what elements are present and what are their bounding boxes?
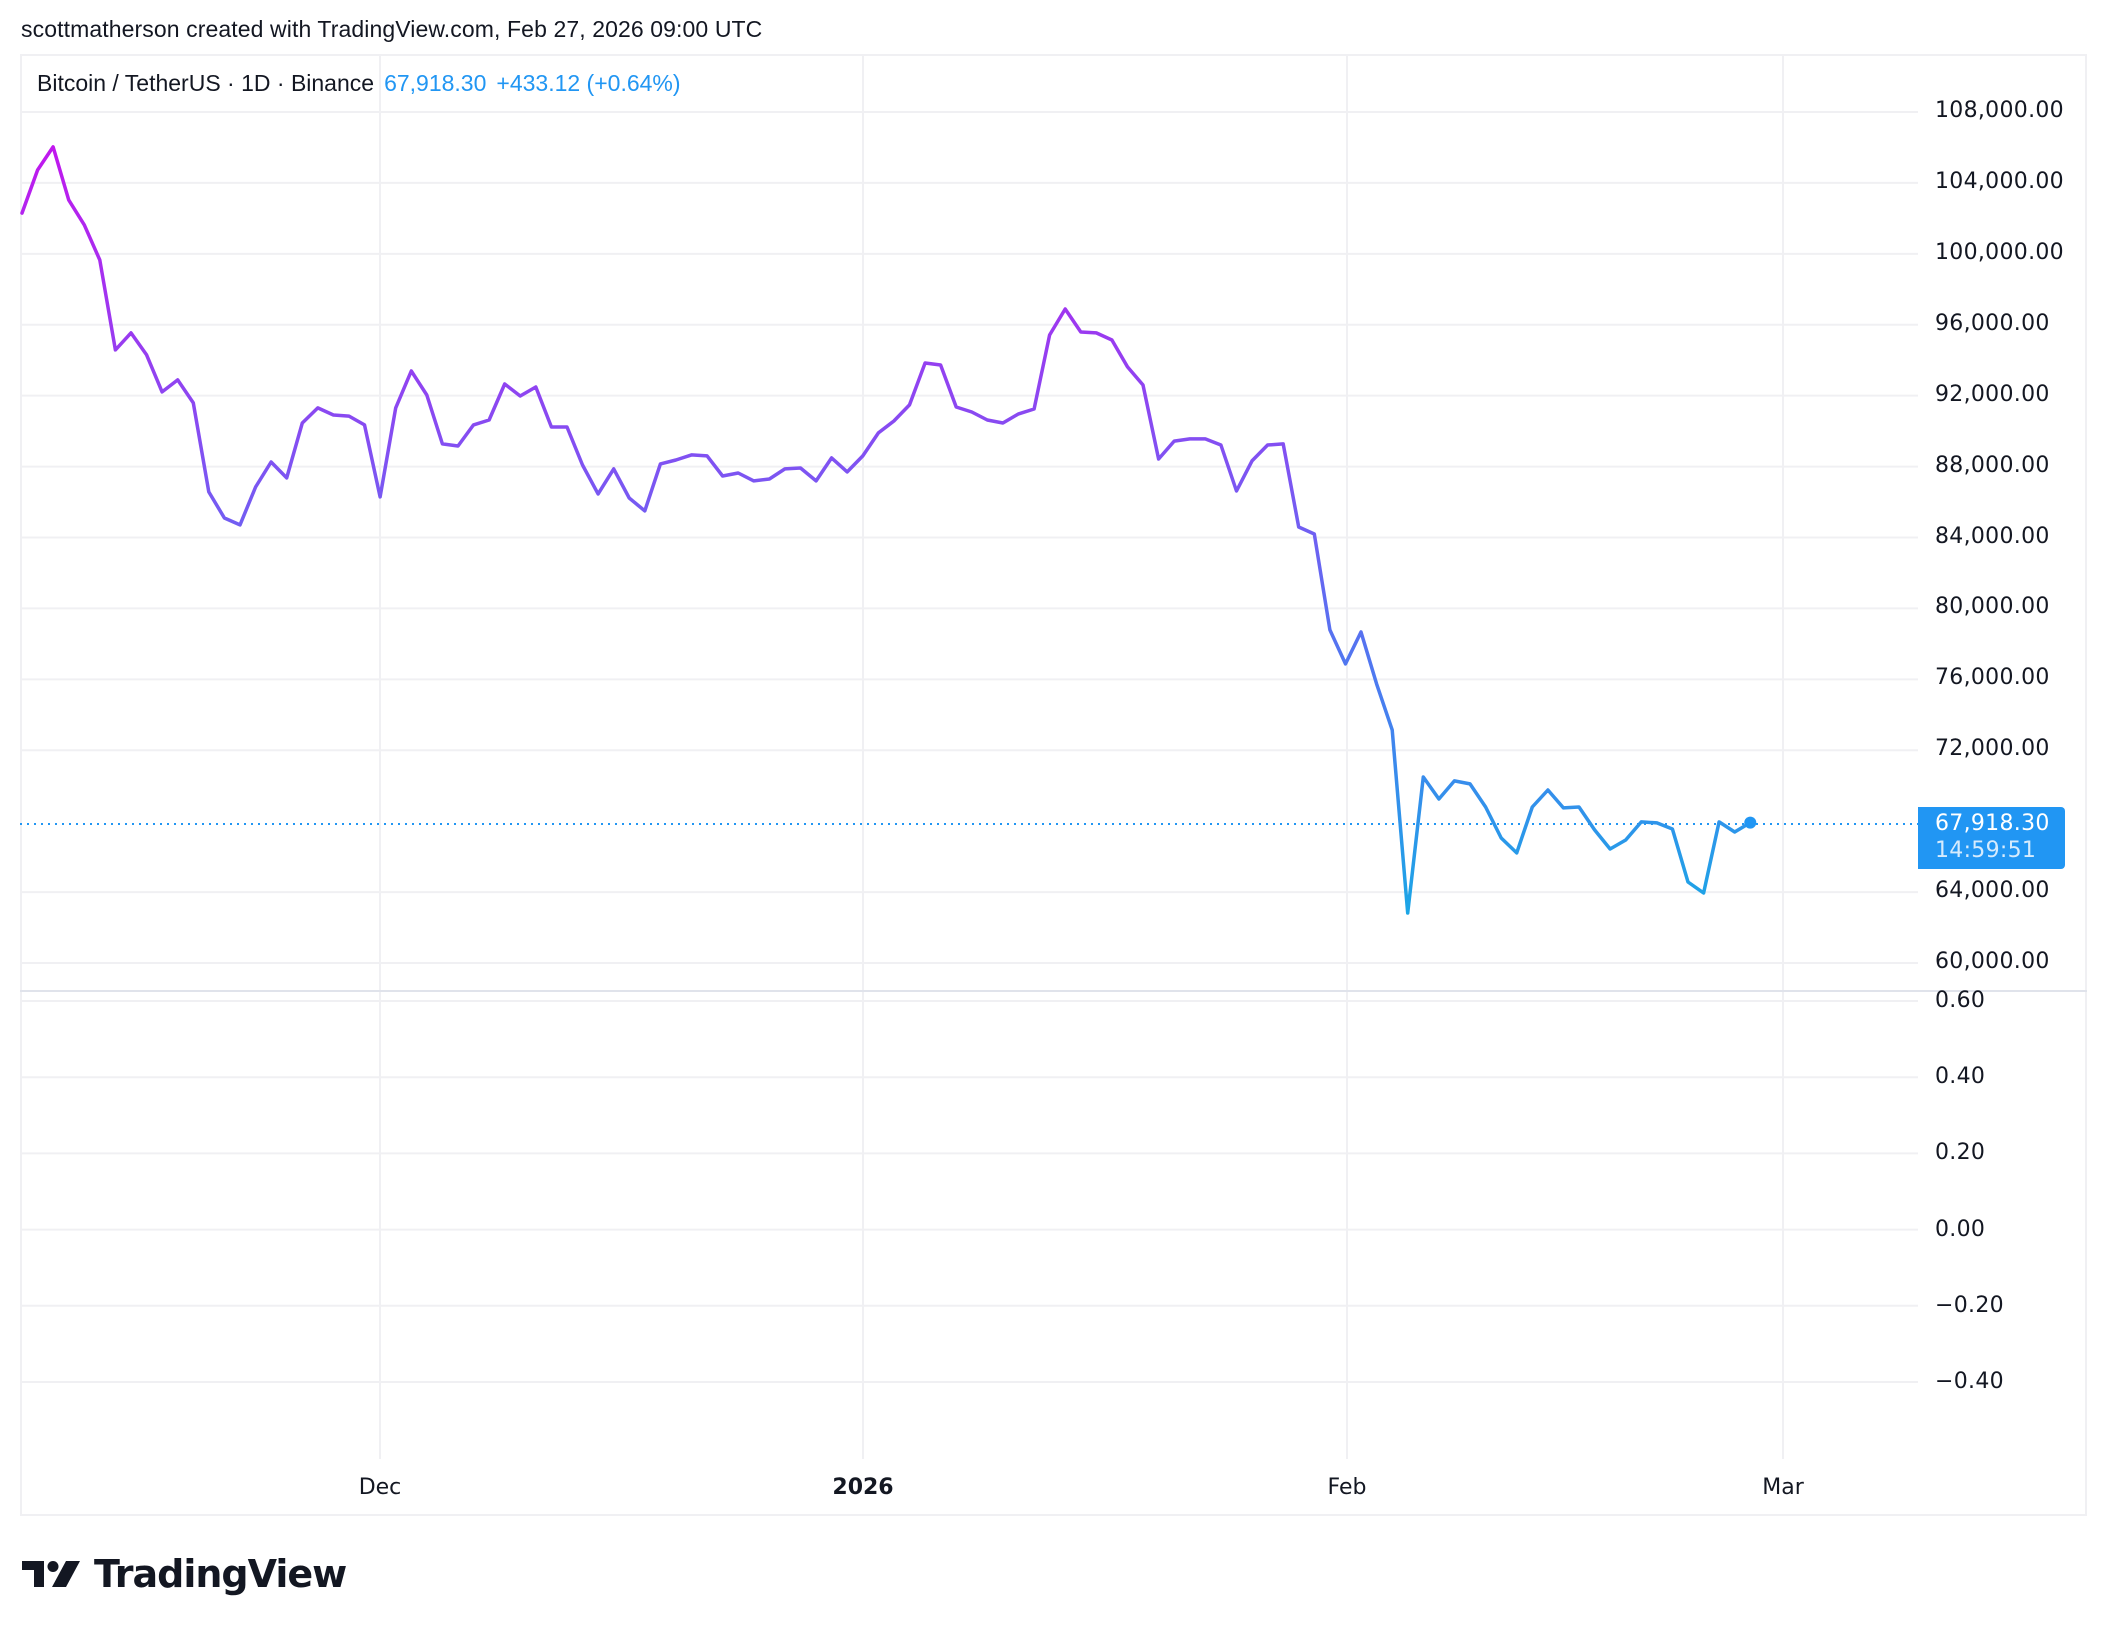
chart-caption: scottmatherson created with TradingView.…: [21, 16, 763, 42]
tradingview-logo-text: TradingView: [94, 1552, 347, 1596]
price-axis-label: 88,000.00: [1935, 452, 2050, 478]
lower-axis-label: −0.20: [1935, 1292, 2004, 1318]
price-axis-label: 92,000.00: [1935, 381, 2050, 407]
price-axis-label: 100,000.00: [1935, 239, 2064, 265]
price-axis-label: 60,000.00: [1935, 949, 2050, 974]
lower-axis-label: 0.60: [1935, 988, 1986, 1013]
lower-axis-label: 0.40: [1935, 1064, 1986, 1090]
vertical-gridlines: [379, 56, 1784, 1459]
tradingview-logo[interactable]: TradingView: [22, 1552, 347, 1596]
tradingview-logo-icon: [22, 1561, 80, 1587]
time-axis-label: Feb: [1327, 1475, 1367, 1500]
legend-last-price: 67,918.30: [384, 70, 487, 96]
price-axis-label: 104,000.00: [1935, 168, 2064, 194]
last-price-value: 67,918.30: [1935, 811, 2050, 836]
bar-countdown: 14:59:51: [1935, 838, 2037, 863]
lower-axis-label: 0.20: [1935, 1140, 1986, 1166]
price-axis-label: 108,000.00: [1935, 98, 2064, 123]
chart-legend[interactable]: Bitcoin / TetherUS · 1D · Binance 67,918.…: [37, 70, 681, 97]
symbol-title[interactable]: Bitcoin / TetherUS · 1D · Binance: [37, 70, 375, 96]
time-axis-label: Dec: [358, 1475, 402, 1500]
lower-axis-label: −0.40: [1935, 1369, 2004, 1394]
price-line: [20, 145, 1753, 915]
lower-axis-label: 0.00: [1935, 1216, 1986, 1242]
price-axis-label: 80,000.00: [1935, 594, 2050, 620]
last-price-label: 67,918.30 14:59:51: [1918, 807, 2065, 869]
chart-frame: [20, 54, 2087, 1516]
price-axis-label: 76,000.00: [1935, 665, 2050, 691]
legend-change: +433.12 (+0.64%): [496, 70, 681, 96]
price-axis-label: 72,000.00: [1935, 736, 2050, 762]
last-price-dot: [1744, 816, 1757, 829]
time-axis-label: 2026: [832, 1475, 894, 1500]
horizontal-gridlines: [20, 111, 1918, 1383]
price-axis-label: 96,000.00: [1935, 310, 2050, 336]
price-axis-label: 64,000.00: [1935, 878, 2050, 904]
price-axis-label: 84,000.00: [1935, 523, 2050, 549]
time-axis-label: Mar: [1762, 1475, 1804, 1500]
